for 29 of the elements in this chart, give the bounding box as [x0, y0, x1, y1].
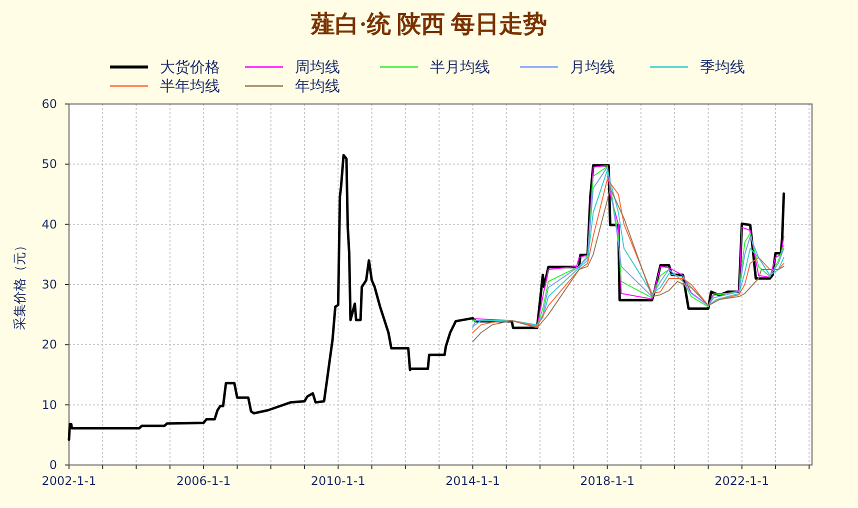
legend-item: 月均线: [520, 58, 615, 76]
legend-label: 大货价格: [160, 58, 220, 76]
legend-label: 月均线: [570, 58, 615, 76]
y-axis-title: 采集价格（元）: [13, 239, 28, 330]
y-tick-label: 20: [42, 338, 57, 352]
legend-item: 周均线: [245, 58, 340, 76]
x-tick-label: 2014-1-1: [446, 474, 500, 488]
legend-label: 半月均线: [430, 58, 490, 76]
legend-label: 季均线: [700, 58, 745, 76]
legend-item: 半年均线: [110, 77, 220, 95]
legend-item: 季均线: [650, 58, 745, 76]
legend-item: 半月均线: [380, 58, 490, 76]
y-tick-label: 60: [42, 97, 57, 111]
chart-title: 薤白·统 陕西 每日走势: [310, 11, 548, 38]
legend-label: 半年均线: [160, 77, 220, 95]
y-tick-label: 50: [42, 157, 57, 172]
legend-label: 周均线: [295, 58, 340, 76]
y-tick-label: 10: [42, 398, 57, 412]
legend-item: 大货价格: [110, 58, 220, 76]
x-tick-label: 2018-1-1: [580, 474, 635, 488]
x-tick-label: 2006-1-1: [176, 474, 231, 488]
legend-label: 年均线: [295, 77, 340, 95]
x-tick-label: 2022-1-1: [714, 474, 770, 488]
y-tick-label: 30: [42, 278, 57, 292]
y-tick-label: 0: [49, 458, 57, 472]
x-tick-label: 2002-1-1: [42, 474, 96, 488]
legend-item: 年均线: [245, 77, 340, 95]
x-tick-label: 2010-1-1: [310, 474, 366, 488]
y-tick-label: 40: [42, 217, 57, 232]
